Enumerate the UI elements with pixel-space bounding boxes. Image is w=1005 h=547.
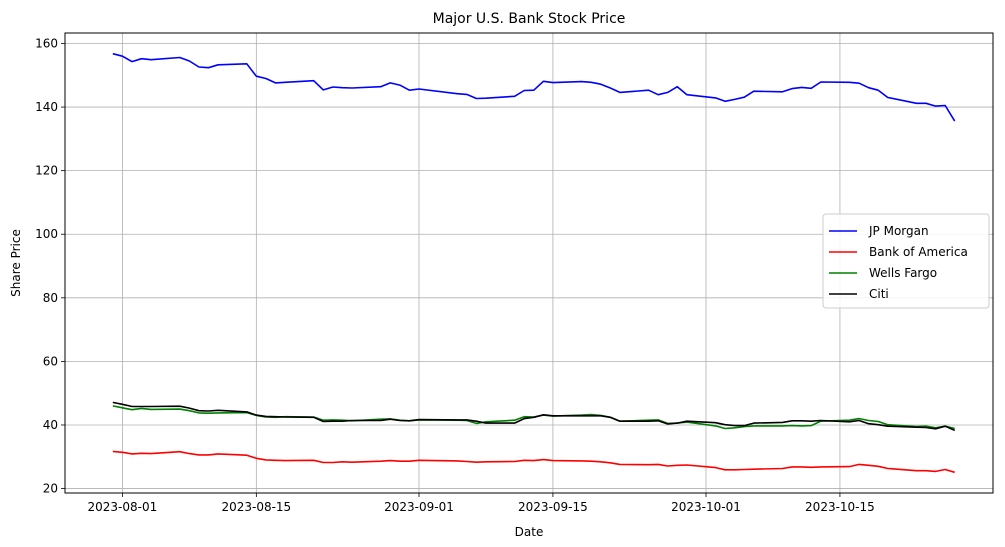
y-axis-ticks: 20 40 60 80 100 120 140 160 xyxy=(35,36,65,496)
y-tick-label: 100 xyxy=(35,227,58,241)
legend-label-bank-of-america: Bank of America xyxy=(869,245,968,259)
legend-box xyxy=(822,213,990,309)
grid xyxy=(65,33,993,493)
x-tick-label: 2023-10-01 xyxy=(671,500,741,514)
series-line-citi xyxy=(112,401,956,432)
legend-label-citi: Citi xyxy=(869,287,889,301)
legend-label-jp-morgan: JP Morgan xyxy=(868,224,929,238)
series-line-jp-morgan xyxy=(112,52,956,122)
y-tick-label: 40 xyxy=(43,418,58,432)
y-tick-label: 160 xyxy=(35,36,58,50)
series-line-bank-of-america xyxy=(112,450,955,474)
x-tick-label: 2023-08-01 xyxy=(88,500,158,514)
x-tick-label: 2023-08-15 xyxy=(221,500,291,514)
plot-frame xyxy=(64,32,994,494)
x-axis-ticks: 2023-08-01 2023-08-15 2023-09-01 2023-09-15… xyxy=(88,493,875,514)
y-axis-label: Share Price xyxy=(9,229,23,297)
legend-label-wells-fargo: Wells Fargo xyxy=(869,266,937,280)
chart-title: Major U.S. Bank Stock Price xyxy=(433,11,626,27)
legend: JP Morgan Bank of America Wells Fargo Citi xyxy=(822,213,990,309)
series-lines xyxy=(112,52,956,474)
y-tick-label: 120 xyxy=(35,164,58,178)
x-axis-label: Date xyxy=(515,525,544,539)
x-tick-label: 2023-10-15 xyxy=(805,500,875,514)
y-tick-label: 60 xyxy=(43,354,58,368)
x-tick-label: 2023-09-01 xyxy=(384,500,454,514)
y-tick-label: 80 xyxy=(43,291,58,305)
y-tick-label: 20 xyxy=(43,482,58,496)
x-tick-label: 2023-09-15 xyxy=(518,500,588,514)
y-tick-label: 140 xyxy=(35,100,58,114)
